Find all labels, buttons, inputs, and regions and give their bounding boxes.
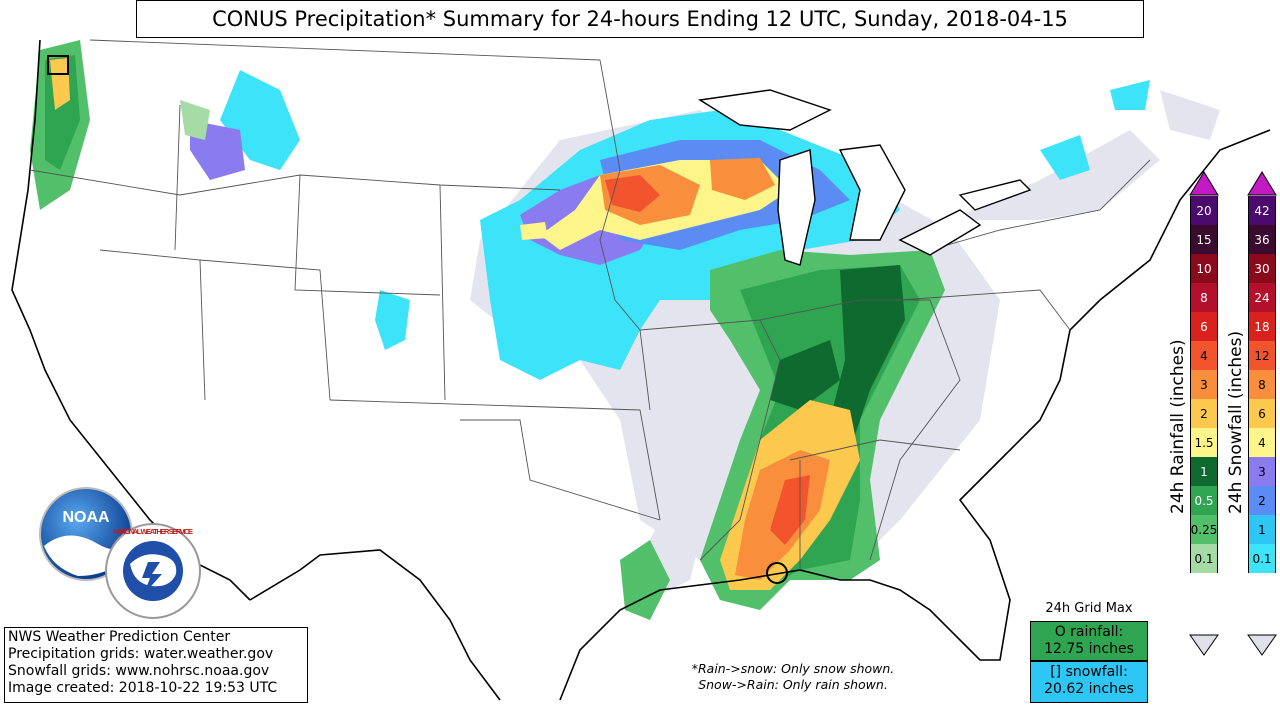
rain-scale-top-arrow (1189, 171, 1219, 196)
snowfall-scale-level-2: 30 (1248, 254, 1276, 283)
rainfall-colorbar: 20 15 10 8 6 4 3 2 1.5 1 0.5 0.25 0.1 (1190, 196, 1218, 573)
grid-max-snow-label: [] snowfall: (1050, 664, 1128, 680)
snowfall-colorbar: 42 36 30 24 18 12 8 6 4 3 2 1 0.1 (1248, 196, 1276, 573)
rainfall-areas (30, 40, 945, 620)
rainfall-scale-level-2: 10 (1190, 254, 1218, 283)
state-borders (29, 39, 1151, 570)
snowfall-max-marker (47, 55, 69, 75)
snowfall-scale-level-6: 8 (1248, 370, 1276, 399)
grid-max-rain-value: 12.75 inches (1044, 641, 1134, 657)
note-line-2: Snow->Rain: Only rain shown. (698, 677, 888, 692)
rainfall-scale-label: 24h Rainfall (inches) (1168, 339, 1188, 514)
snowfall-scale-level-0: 42 (1248, 196, 1276, 225)
rainfall-scale-level-12: 0.1 (1190, 544, 1218, 573)
grid-max-rain-label: O rainfall: (1054, 624, 1124, 640)
snowfall-scale-level-1: 36 (1248, 225, 1276, 254)
snowfall-scale-level-8: 4 (1248, 428, 1276, 457)
snow-scale-top-arrow (1247, 171, 1277, 196)
rainfall-scale-level-8: 1.5 (1190, 428, 1218, 457)
snowfall-scale-level-4: 18 (1248, 312, 1276, 341)
rainfall-scale-level-0: 20 (1190, 196, 1218, 225)
snowfall-scale-level-12: 0.1 (1248, 544, 1276, 573)
grid-max-snowfall: [] snowfall: 20.62 inches (1030, 661, 1148, 703)
rainfall-scale-level-7: 2 (1190, 399, 1218, 428)
snowfall-scale-level-5: 12 (1248, 341, 1276, 370)
grid-max-title: 24h Grid Max (1045, 601, 1133, 616)
note-line-1: *Rain->snow: Only snow shown. (691, 661, 895, 676)
rainfall-scale-level-5: 4 (1190, 341, 1218, 370)
nws-logo-text: NATIONAL WEATHER SERVICE (113, 527, 193, 536)
rainfall-scale-level-1: 15 (1190, 225, 1218, 254)
rainfall-scale-level-11: 0.25 (1190, 515, 1218, 544)
map-title: CONUS Precipitation* Summary for 24-hour… (136, 0, 1144, 38)
info-line: NWS Weather Prediction Center (8, 629, 231, 645)
snowfall-scale-level-9: 3 (1248, 457, 1276, 486)
snowfall-scale-level-3: 24 (1248, 283, 1276, 312)
nws-logo: NATIONAL WEATHER SERVICE (104, 522, 202, 620)
snowfall-scale-level-11: 1 (1248, 515, 1276, 544)
snowfall-scale-level-10: 2 (1248, 486, 1276, 515)
rain-scale-bottom-arrow (1189, 634, 1219, 656)
rainfall-scale-level-10: 0.5 (1190, 486, 1218, 515)
rainfall-scale-level-6: 3 (1190, 370, 1218, 399)
grid-max-rainfall: O rainfall: 12.75 inches (1030, 621, 1148, 661)
rain-snow-note: *Rain->snow: Only snow shown. Snow->Rain… (650, 661, 936, 693)
info-line: Image created: 2018-10-22 19:53 UTC (8, 680, 278, 696)
rainfall-scale-level-9: 1 (1190, 457, 1218, 486)
rainfall-scale-level-4: 6 (1190, 312, 1218, 341)
snow-scale-bottom-arrow (1247, 634, 1277, 656)
info-box: NWS Weather Prediction Center Precipitat… (4, 627, 308, 703)
info-line: Precipitation grids: water.weather.gov (8, 646, 274, 662)
snowfall-scale-level-7: 6 (1248, 399, 1276, 428)
rainfall-max-marker (766, 562, 788, 584)
rainfall-scale-level-3: 8 (1190, 283, 1218, 312)
noaa-logo-text: NOAA (62, 509, 110, 526)
great-lakes (698, 89, 1032, 266)
grid-max-snow-value: 20.62 inches (1044, 681, 1134, 697)
snowfall-scale-label: 24h Snowfall (inches) (1226, 330, 1246, 514)
info-line: Snowfall grids: www.nohrsc.noaa.gov (8, 663, 270, 679)
